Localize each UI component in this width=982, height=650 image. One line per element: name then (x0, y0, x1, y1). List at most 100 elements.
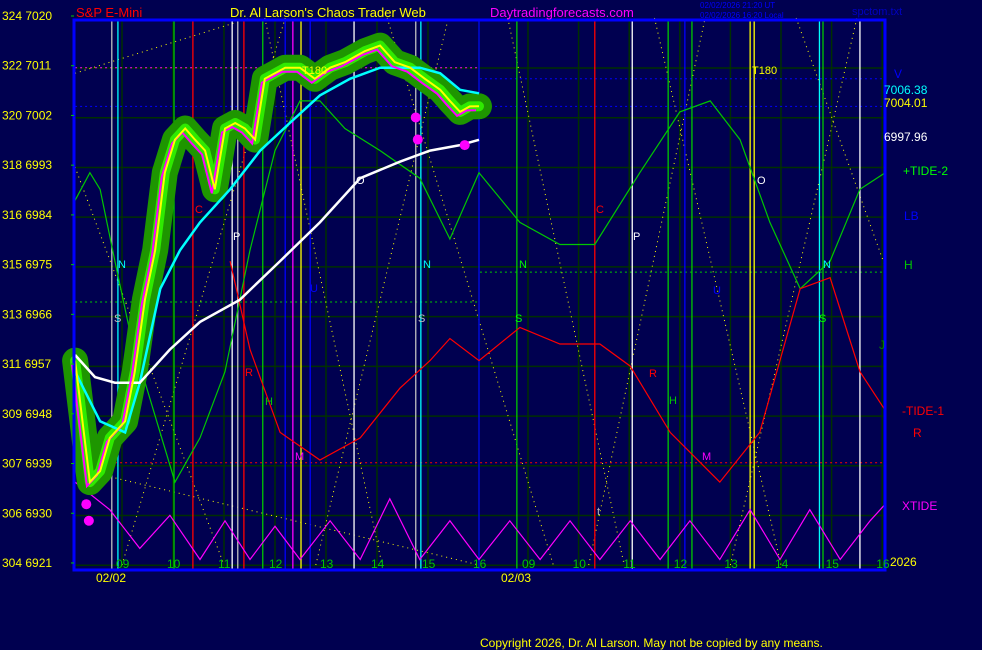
label-j: J (879, 338, 885, 352)
y-tick-label: 315 6975 (2, 258, 52, 272)
fan-line (74, 166, 225, 566)
annotation: R (649, 368, 657, 380)
annotations: N S C P O U R H M T180 N S N S C P O U R… (114, 65, 831, 518)
timestamp-local: 02/02/2026 16:20 Local (700, 11, 784, 20)
annotation: S (418, 313, 425, 325)
hour-tick-label: 13 (724, 557, 738, 571)
fan-line (654, 17, 782, 566)
y-tick-label: 311 6957 (2, 357, 51, 371)
slow-ma-line (74, 138, 480, 384)
annotation: R (245, 367, 253, 379)
hour-tick-label: 11 (218, 557, 231, 571)
annotation: t (597, 506, 600, 518)
plot-border (72, 18, 887, 572)
label-year: 2026 (890, 555, 917, 569)
hour-tick-label: 09 (116, 557, 130, 571)
annotation: H (669, 395, 677, 407)
annotation: P (633, 231, 640, 243)
marker-dot (410, 112, 421, 123)
y-tick-label: 320 7002 (2, 108, 52, 122)
label-h: H (904, 258, 913, 272)
y-tick-label: 304 6921 (2, 556, 52, 570)
price-line (74, 44, 480, 485)
label-tide2: +TIDE-2 (903, 164, 948, 178)
annotation: M (702, 451, 711, 463)
series (62, 32, 886, 561)
label-r: R (913, 426, 922, 440)
date-label-day1: 02/02 (96, 571, 126, 585)
label-xtide: XTIDE (902, 499, 937, 513)
file-name: spctom.txt (852, 6, 902, 18)
tide1-line (229, 260, 886, 483)
y-tick-label: 316 6984 (2, 208, 52, 222)
price-raw-line (71, 48, 477, 489)
date-label-day2: 02/03 (501, 571, 531, 585)
hour-tick-label: 12 (674, 557, 688, 571)
marker-dot (459, 140, 470, 151)
marker-dot (81, 499, 92, 510)
fan-line (264, 17, 383, 566)
hour-tick-label: 11 (623, 557, 636, 571)
timestamp-ut: 02/02/2026 21:20 UT (700, 1, 775, 10)
y-tick-label: 306 6930 (2, 506, 52, 520)
y-tick-label: 313 6966 (2, 307, 52, 321)
fan-line (86, 470, 480, 566)
marker-dot (412, 134, 423, 145)
fan-lines (74, 17, 886, 566)
hour-tick-label: 15 (826, 557, 840, 571)
fan-line (729, 17, 858, 566)
copyright: Copyright 2026, Dr. Al Larson. May not b… (480, 636, 823, 650)
markers (81, 112, 470, 526)
hour-tick-label: 14 (775, 557, 789, 571)
annotation: P (233, 231, 240, 243)
label-lb: LB (904, 209, 919, 223)
hour-tick-label: 16 (473, 557, 487, 571)
annotation: S (515, 313, 522, 325)
annotation: M (295, 451, 304, 463)
annotation: U (713, 285, 721, 297)
y-tick-label: 318 6993 (2, 158, 52, 172)
site-title: Dr. Al Larson's Chaos Trader Web (230, 5, 426, 20)
annotation: N (423, 259, 431, 271)
hour-tick-label: 09 (522, 557, 536, 571)
y-tick-label: 324 7020 (2, 9, 52, 23)
annotation: N (823, 259, 831, 271)
annotation: C (195, 204, 203, 216)
hour-tick-label: 10 (573, 557, 587, 571)
site-link[interactable]: Daytradingforecasts.com (490, 5, 634, 20)
slow-ma-value: 6997.96 (884, 130, 928, 144)
annotation: C (596, 204, 604, 216)
annotation: O (356, 175, 365, 187)
label-tide1: -TIDE-1 (902, 404, 944, 418)
annotation: S (114, 313, 121, 325)
y-tick-label: 307 6939 (2, 457, 52, 471)
hour-tick-label: 13 (320, 557, 334, 571)
annotation: N (519, 259, 527, 271)
hour-tick-label: 15 (422, 557, 436, 571)
annotation: U (310, 283, 318, 295)
marker-dot (83, 515, 94, 526)
annotation: T180 (302, 65, 327, 77)
x-axis-labels: 09 10 11 12 13 14 15 16 09 10 11 12 13 14 15 16 (116, 557, 890, 571)
label-v: V (894, 67, 902, 81)
tide2-line (74, 100, 886, 484)
hour-tick-label: 10 (167, 557, 181, 571)
annotation: S (819, 313, 826, 325)
fan-line (74, 17, 251, 74)
hour-tick-label: 16 (876, 557, 890, 571)
fast-ma-line (73, 66, 480, 435)
annotation: O (757, 175, 766, 187)
annotation: H (265, 396, 273, 408)
instrument-title: S&P E-Mini (76, 5, 142, 20)
y-tick-label: 322 7011 (2, 59, 51, 73)
annotation: T180 (752, 65, 777, 77)
y-tick-label: 309 6948 (2, 407, 52, 421)
fast-ma-value: 7006.38 (884, 83, 928, 97)
hour-tick-label: 14 (371, 557, 385, 571)
xtide-line (74, 481, 886, 561)
fan-line (507, 17, 625, 566)
annotation: N (118, 259, 126, 271)
hour-tick-label: 12 (269, 557, 283, 571)
fan-line (386, 17, 554, 566)
